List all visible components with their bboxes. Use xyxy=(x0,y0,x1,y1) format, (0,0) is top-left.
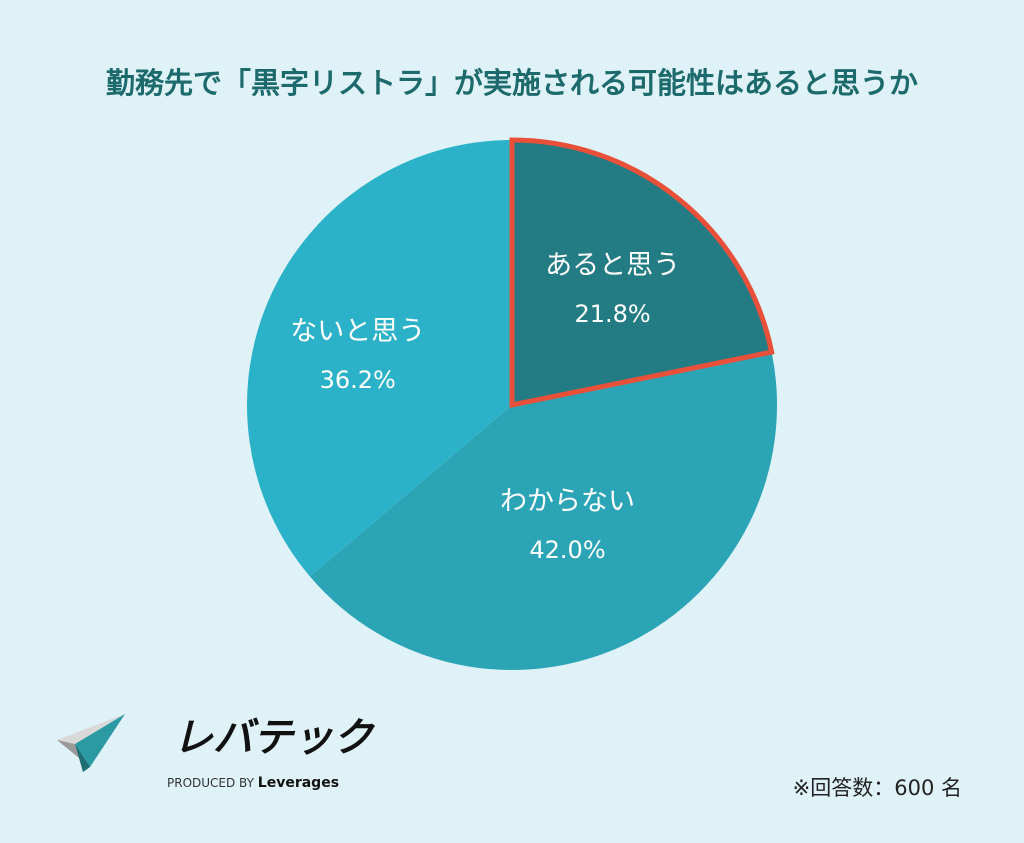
levtech-logo: レバテック PRODUCED BY Leverages xyxy=(55,712,373,796)
chart-title: 勤務先で「黒字リストラ」が実施される可能性はあると思うか xyxy=(105,66,918,100)
highlight-outline xyxy=(509,137,775,409)
slice-label: ないと思う xyxy=(290,316,425,347)
pie-slice-3 xyxy=(246,140,513,577)
logo-sub-brand: Leverages xyxy=(257,775,340,791)
slice-label: あると思う xyxy=(545,250,680,281)
slice-value-label: 36.2% xyxy=(320,366,396,394)
slice-value-label: 42.0% xyxy=(529,536,605,564)
slice-value-label: 21.8% xyxy=(574,300,650,328)
respondent-note: ※回答数：600 名 xyxy=(792,776,962,800)
slice-label: わからない xyxy=(500,486,635,517)
logo-mark-icon xyxy=(57,714,125,772)
pie-slice-1 xyxy=(512,140,772,405)
pie-slice-2 xyxy=(309,352,777,671)
logo-name: レバテック xyxy=(173,715,373,761)
logo-sub-prefix: PRODUCED BY xyxy=(167,776,254,790)
logo-produced-by: PRODUCED BY Leverages xyxy=(167,774,339,792)
